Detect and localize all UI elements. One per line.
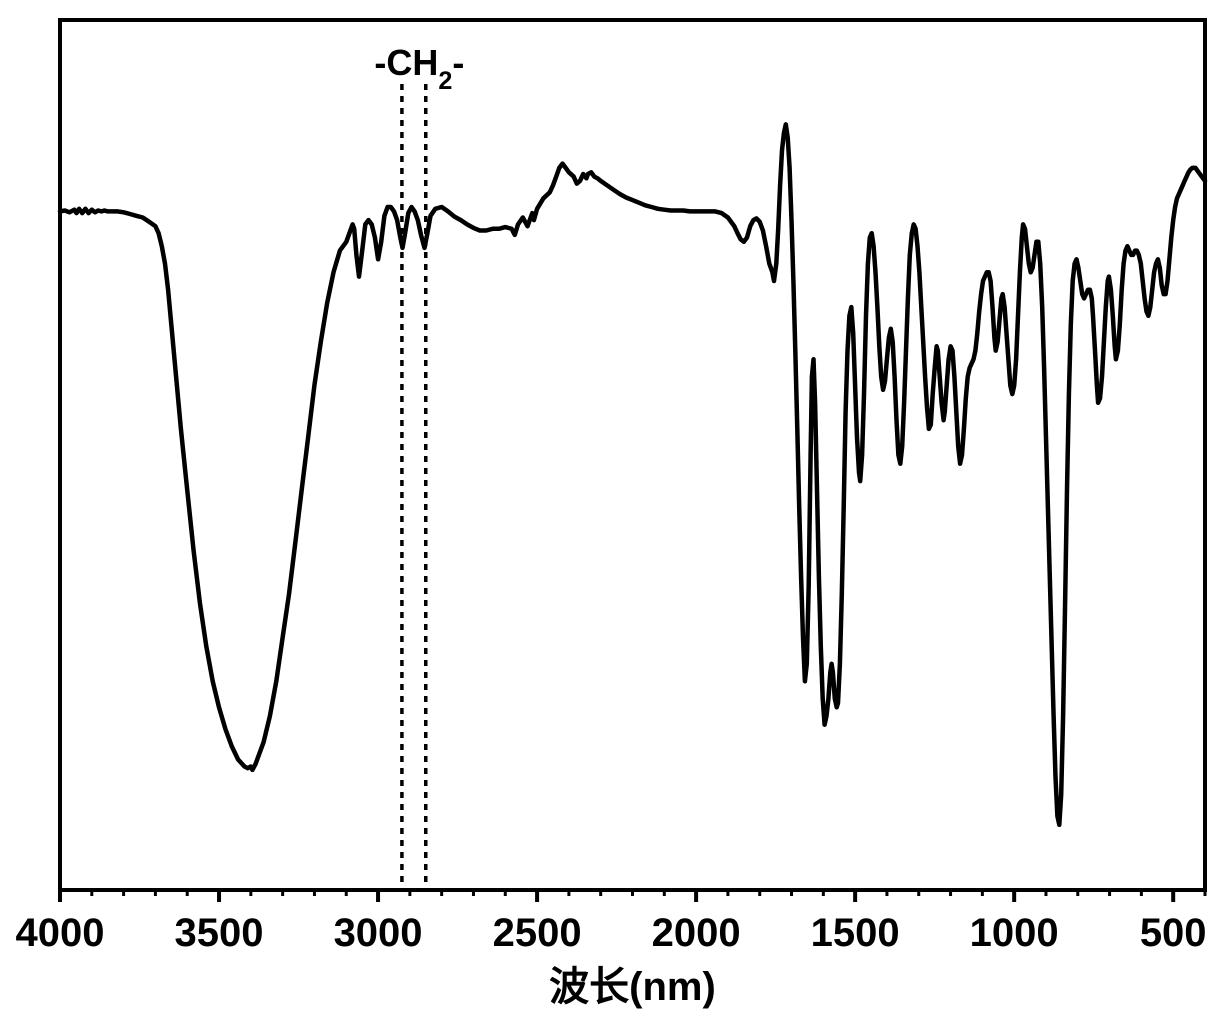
svg-text:500: 500 (1140, 911, 1207, 955)
svg-text:1500: 1500 (811, 911, 900, 955)
peak-annotation: -CH2- (374, 42, 464, 95)
svg-text:4000: 4000 (16, 911, 105, 955)
chart-container: 4000 3500 3000 2500 2000 1500 1000 500 波长(nm) -CH… (0, 0, 1231, 1027)
svg-text:2000: 2000 (652, 911, 741, 955)
spectrum-line (60, 124, 1205, 824)
x-axis-label: 波长(nm) (549, 965, 716, 1009)
svg-text:3500: 3500 (175, 911, 264, 955)
svg-text:2500: 2500 (493, 911, 582, 955)
spectrum-chart: 4000 3500 3000 2500 2000 1500 1000 500 波长(nm) -CH… (0, 0, 1231, 1027)
svg-text:1000: 1000 (970, 911, 1059, 955)
svg-text:3000: 3000 (334, 911, 423, 955)
